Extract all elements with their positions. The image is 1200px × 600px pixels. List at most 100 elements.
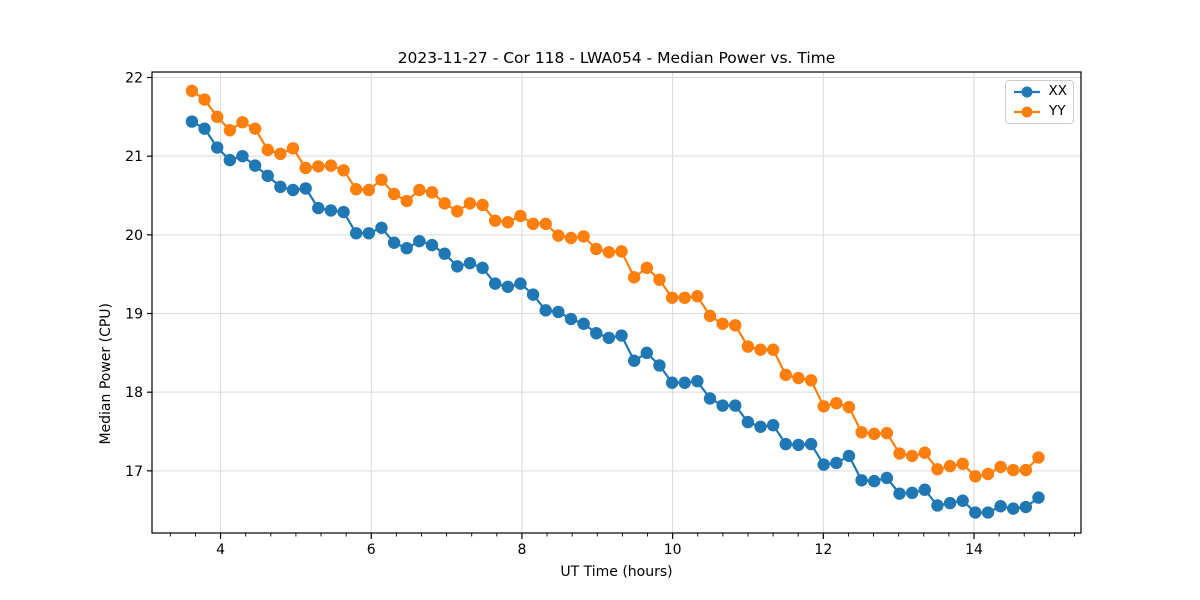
data-point-xx — [324, 204, 338, 217]
data-point-xx — [969, 506, 982, 519]
data-point-xx — [842, 449, 856, 463]
data-point-xx — [476, 261, 489, 275]
x-tick-label: 10 — [664, 542, 682, 558]
data-point-yy — [602, 245, 616, 259]
data-point-yy — [223, 124, 237, 137]
data-point-xx — [198, 122, 211, 135]
data-point-xx — [564, 312, 578, 326]
legend-label-yy: YY — [1049, 103, 1066, 120]
data-point-yy — [476, 198, 489, 212]
data-point-yy — [198, 93, 211, 106]
y-tick-label: 20 — [125, 228, 143, 244]
data-point-xx — [590, 326, 603, 340]
data-point-xx — [1032, 491, 1045, 504]
y-tick-label: 22 — [125, 71, 143, 87]
series-line-yy — [191, 89, 1040, 478]
data-point-xx — [918, 483, 931, 496]
data-point-yy — [817, 400, 830, 413]
y-tick-label: 17 — [125, 464, 143, 480]
data-point-yy — [842, 400, 856, 414]
data-point-xx — [716, 399, 729, 412]
legend-item-xx: XX — [1012, 83, 1067, 101]
data-point-yy — [766, 343, 780, 356]
data-point-xx — [931, 499, 944, 512]
data-point-xx — [703, 392, 717, 405]
data-point-yy — [994, 460, 1007, 474]
data-point-yy — [943, 459, 957, 473]
data-point-yy — [564, 231, 578, 245]
legend-marker-yy — [1014, 106, 1040, 118]
data-point-yy — [855, 426, 868, 439]
data-point-xx — [185, 115, 199, 128]
data-point-yy — [324, 159, 338, 172]
x-tick-label: 8 — [517, 542, 526, 558]
data-point-xx — [211, 141, 224, 154]
data-point-yy — [261, 143, 274, 157]
data-point-yy — [792, 371, 805, 385]
data-point-xx — [451, 260, 464, 273]
data-point-xx — [943, 496, 957, 510]
legend-marker-xx — [1014, 86, 1040, 98]
data-point-yy — [413, 183, 426, 197]
data-point-yy — [665, 291, 679, 304]
data-point-xx — [817, 458, 830, 471]
data-point-yy — [438, 197, 451, 210]
data-point-xx — [868, 474, 881, 488]
data-point-xx — [274, 180, 287, 194]
data-point-yy — [653, 273, 666, 286]
data-point-xx — [539, 304, 552, 317]
data-point-yy — [387, 187, 401, 201]
data-point-yy — [729, 319, 742, 332]
data-point-yy — [539, 217, 552, 231]
data-point-yy — [918, 446, 931, 459]
data-point-xx — [349, 227, 363, 240]
data-point-yy — [451, 205, 464, 218]
data-point-yy — [830, 396, 843, 410]
data-point-xx — [413, 234, 426, 248]
data-point-xx — [766, 419, 780, 432]
data-point-yy — [981, 467, 995, 481]
data-point-yy — [362, 183, 376, 197]
data-point-yy — [526, 217, 540, 231]
data-point-yy — [312, 160, 325, 173]
axes-box — [151, 71, 1082, 534]
data-point-xx — [893, 487, 906, 500]
data-point-yy — [375, 173, 388, 186]
data-point-xx — [741, 415, 755, 429]
data-point-xx — [729, 399, 742, 412]
data-point-xx — [830, 456, 843, 470]
data-point-xx — [400, 242, 413, 255]
data-point-yy — [880, 426, 894, 440]
data-point-xx — [488, 277, 502, 290]
data-point-xx — [804, 437, 818, 451]
data-point-xx — [312, 201, 325, 215]
data-point-yy — [1007, 463, 1020, 477]
data-point-yy — [1019, 463, 1033, 477]
data-point-yy — [236, 116, 249, 129]
data-point-xx — [779, 437, 792, 451]
data-point-yy — [691, 290, 704, 303]
data-point-xx — [501, 280, 515, 293]
data-point-yy — [299, 161, 312, 175]
data-point-xx — [387, 236, 401, 249]
data-point-xx — [691, 374, 704, 388]
data-point-xx — [615, 329, 628, 342]
data-point-yy — [1032, 451, 1045, 464]
y-tick-label: 21 — [125, 149, 143, 165]
data-point-xx — [425, 238, 439, 252]
x-tick-label: 4 — [216, 542, 225, 558]
data-point-xx — [602, 331, 616, 345]
data-point-xx — [526, 288, 540, 301]
data-point-yy — [627, 271, 641, 284]
data-point-yy — [211, 110, 224, 124]
data-point-yy — [868, 427, 881, 441]
data-point-yy — [969, 470, 982, 483]
data-point-yy — [716, 317, 729, 330]
data-point-yy — [640, 261, 654, 275]
data-point-yy — [577, 230, 590, 243]
data-point-xx — [855, 474, 868, 487]
y-tick-label: 18 — [125, 385, 143, 401]
data-point-yy — [514, 209, 527, 223]
